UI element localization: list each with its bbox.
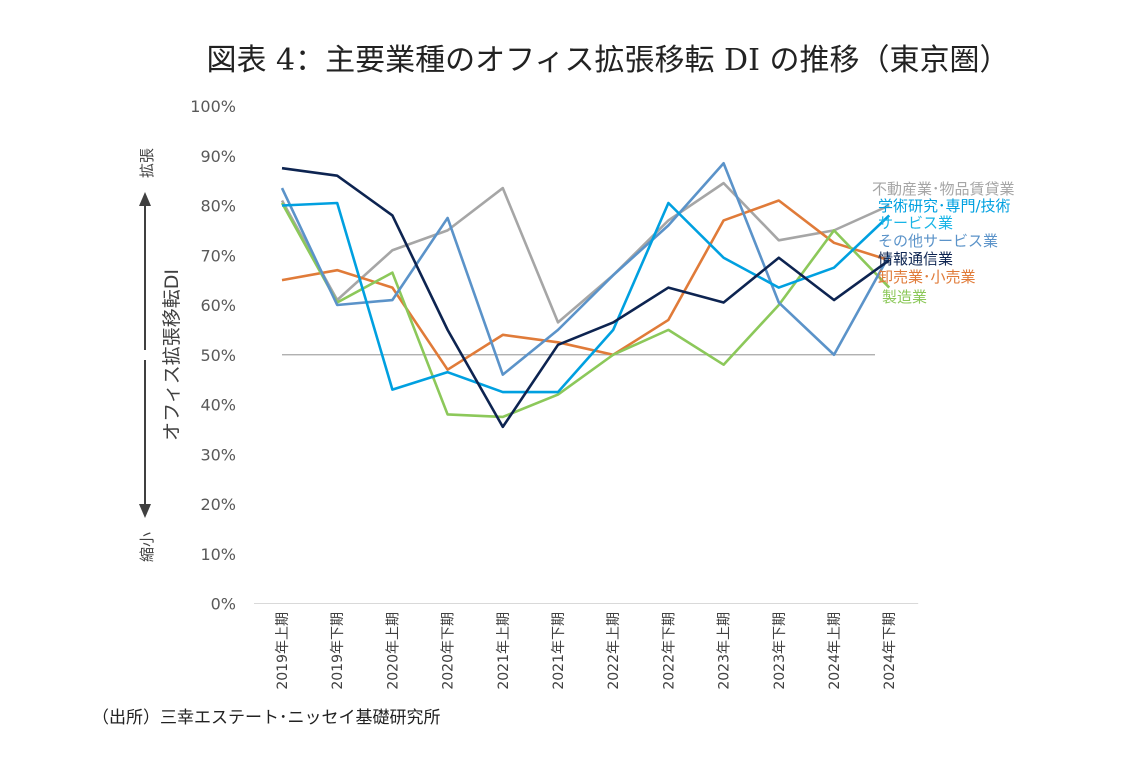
x-tick-label: 2020年上期	[385, 612, 401, 690]
expand-arrow-icon	[139, 192, 151, 206]
series-line-academic	[281, 201, 891, 394]
series-line-manufacturing	[280, 202, 891, 419]
x-tick-label: 2023年上期	[717, 612, 733, 690]
y-tick-label: 60%	[200, 296, 236, 315]
x-tick-label: 2019年上期	[275, 612, 291, 690]
y-tick-label: 100%	[190, 97, 236, 116]
x-tick-label: 2020年下期	[441, 612, 457, 690]
legend: 不動産業･物品賃貸業学術研究･専門/技術サービス業その他サービス業情報通信業卸売…	[872, 180, 1015, 306]
y-axis-expand-label: 拡張	[138, 148, 156, 178]
x-tick-label: 2021年下期	[551, 612, 567, 690]
y-tick-label: 80%	[200, 197, 236, 216]
y-axis-ticks: 0% 10% 20% 30% 40% 50% 60% 70% 80% 90% 100%	[190, 97, 236, 614]
x-tick-label: 2022年下期	[661, 612, 677, 690]
plot-area	[254, 354, 919, 604]
y-axis-label: オフィス拡張移転DI	[161, 269, 183, 441]
x-tick-label: 2024年下期	[882, 612, 898, 690]
series-line-other-services	[280, 161, 891, 376]
series-lines	[280, 161, 891, 429]
chart-title: 図表 4：主要業種のオフィス拡張移転 DI の推移（東京圏）	[207, 43, 1010, 78]
y-tick-label: 90%	[200, 147, 236, 166]
y-tick-label: 40%	[200, 396, 236, 415]
shrink-arrow-icon	[139, 504, 151, 518]
y-tick-label: 20%	[200, 495, 236, 514]
legend-label-real-estate: 不動産業･物品賃貸業	[872, 180, 1015, 198]
y-tick-label: 0%	[211, 595, 236, 614]
series-line-real-estate	[280, 181, 890, 324]
series-line-wholesale-retail	[281, 199, 890, 371]
legend-label-services: サービス業	[878, 214, 953, 232]
x-axis-ticks: 2019年上期 2019年下期 2020年上期 2020年下期 2021年上期 2021年…	[275, 612, 898, 690]
y-axis-shrink-label: 縮小	[138, 532, 156, 562]
y-tick-label: 70%	[200, 246, 236, 265]
legend-label-academic: 学術研究･専門/技術	[878, 197, 1011, 215]
y-tick-label: 50%	[200, 346, 236, 365]
legend-label-wholesale-retail: 卸売業･小売業	[878, 268, 976, 286]
legend-label-manufacturing: 製造業	[882, 288, 927, 306]
x-tick-label: 2021年上期	[496, 612, 512, 690]
series-line-info-comm	[281, 166, 890, 429]
x-tick-label: 2019年下期	[330, 612, 346, 690]
x-tick-label: 2022年上期	[606, 612, 622, 690]
legend-label-info-comm: 情報通信業	[878, 250, 953, 268]
x-tick-label: 2023年下期	[772, 612, 788, 690]
y-tick-label: 30%	[200, 445, 236, 464]
x-tick-label: 2024年上期	[827, 612, 843, 690]
legend-label-other-services: その他サービス業	[878, 232, 998, 250]
y-tick-label: 10%	[200, 545, 236, 564]
source-note: （出所）三幸エステート･ニッセイ基礎研究所	[92, 708, 441, 728]
